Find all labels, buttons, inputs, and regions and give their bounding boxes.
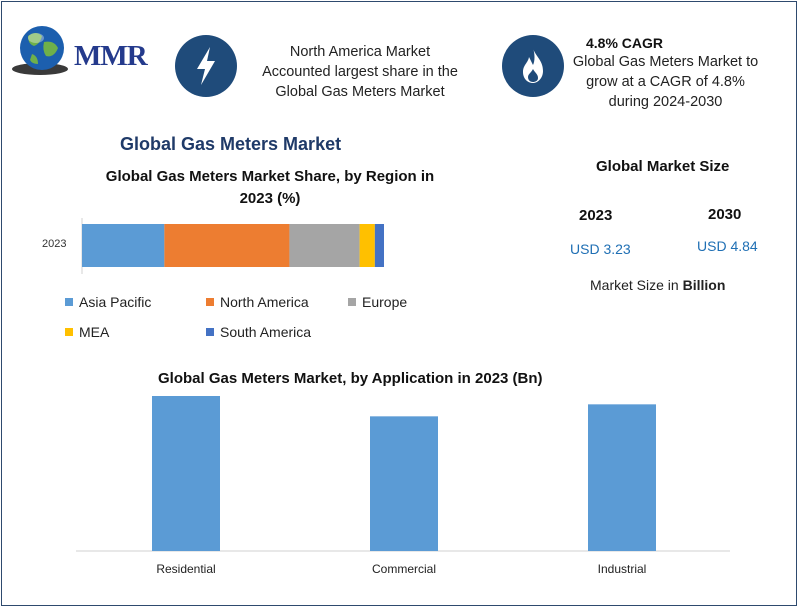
legend-label-mea: MEA [79, 324, 110, 340]
cagr-line-1: Global Gas Meters Market to [572, 54, 759, 70]
application-chart-title: Global Gas Meters Market, by Application… [158, 370, 543, 387]
cagr-line-2: grow at a CAGR of 4.8% [586, 74, 745, 90]
legend-south-america: South America [206, 324, 311, 340]
market-size-note-prefix: Market Size in [590, 277, 683, 293]
logo-text: MMR [74, 40, 148, 72]
legend-label-asia-pacific: Asia Pacific [79, 294, 152, 310]
share-bar-north-america [164, 224, 290, 267]
legend-swatch-south-america [206, 328, 214, 336]
market-value-2030: USD 4.84 [697, 238, 758, 254]
share-bar-asia-pacific [82, 224, 165, 267]
north-america-line-2: Accounted largest share in the [262, 64, 458, 80]
globe-icon [12, 26, 68, 75]
bar-industrial [588, 404, 656, 551]
market-size-title: Global Market Size [596, 158, 730, 175]
legend-mea: MEA [65, 324, 109, 340]
legend-label-south-america: South America [220, 324, 312, 340]
share-bar-europe [289, 224, 360, 267]
share-chart-title: Global Gas Meters Market Share, by Regio… [105, 168, 435, 207]
category-residential: Residential [156, 562, 216, 576]
category-industrial: Industrial [597, 562, 647, 576]
flame-icon [523, 48, 543, 83]
legend-swatch-europe [348, 298, 356, 306]
cagr-title: 4.8% CAGR [586, 35, 664, 51]
legend-swatch-asia-pacific [65, 298, 73, 306]
share-stacked-bar-chart [81, 218, 384, 274]
lightning-icon [197, 47, 215, 85]
cagr-line-3: during 2024-2030 [608, 94, 723, 110]
legend-swatch-mea [65, 328, 73, 336]
legend-europe: Europe [348, 294, 407, 310]
legend-swatch-north-america [206, 298, 214, 306]
share-bar-mea [359, 224, 375, 267]
year-2030: 2030 [708, 206, 742, 223]
legend-north-america: North America [206, 294, 309, 310]
legend-label-europe: Europe [362, 294, 408, 310]
year-2023: 2023 [579, 207, 613, 224]
cagr-note: Global Gas Meters Market to grow at a CA… [568, 52, 763, 112]
flame-badge [502, 35, 564, 97]
share-chart-category: 2023 [42, 238, 67, 250]
north-america-line-1: North America Market [289, 44, 431, 60]
category-commercial: Commercial [371, 562, 436, 576]
market-value-2023: USD 3.23 [570, 241, 631, 257]
application-bar-chart [76, 396, 730, 552]
mmr-logo: MMR [10, 22, 160, 84]
market-size-unit: Billion [682, 277, 726, 293]
legend-label-north-america: North America [220, 294, 309, 310]
bar-commercial [370, 416, 438, 551]
bar-residential [152, 396, 220, 551]
lightning-badge [175, 35, 237, 97]
north-america-note: North America Market Accounted largest s… [245, 42, 475, 102]
north-america-line-3: Global Gas Meters Market [275, 84, 445, 100]
share-bar-south-america [374, 224, 384, 267]
legend-asia-pacific: Asia Pacific [65, 294, 151, 310]
main-title: Global Gas Meters Market [120, 134, 342, 154]
market-size-note: Market Size in Billion [590, 277, 725, 293]
